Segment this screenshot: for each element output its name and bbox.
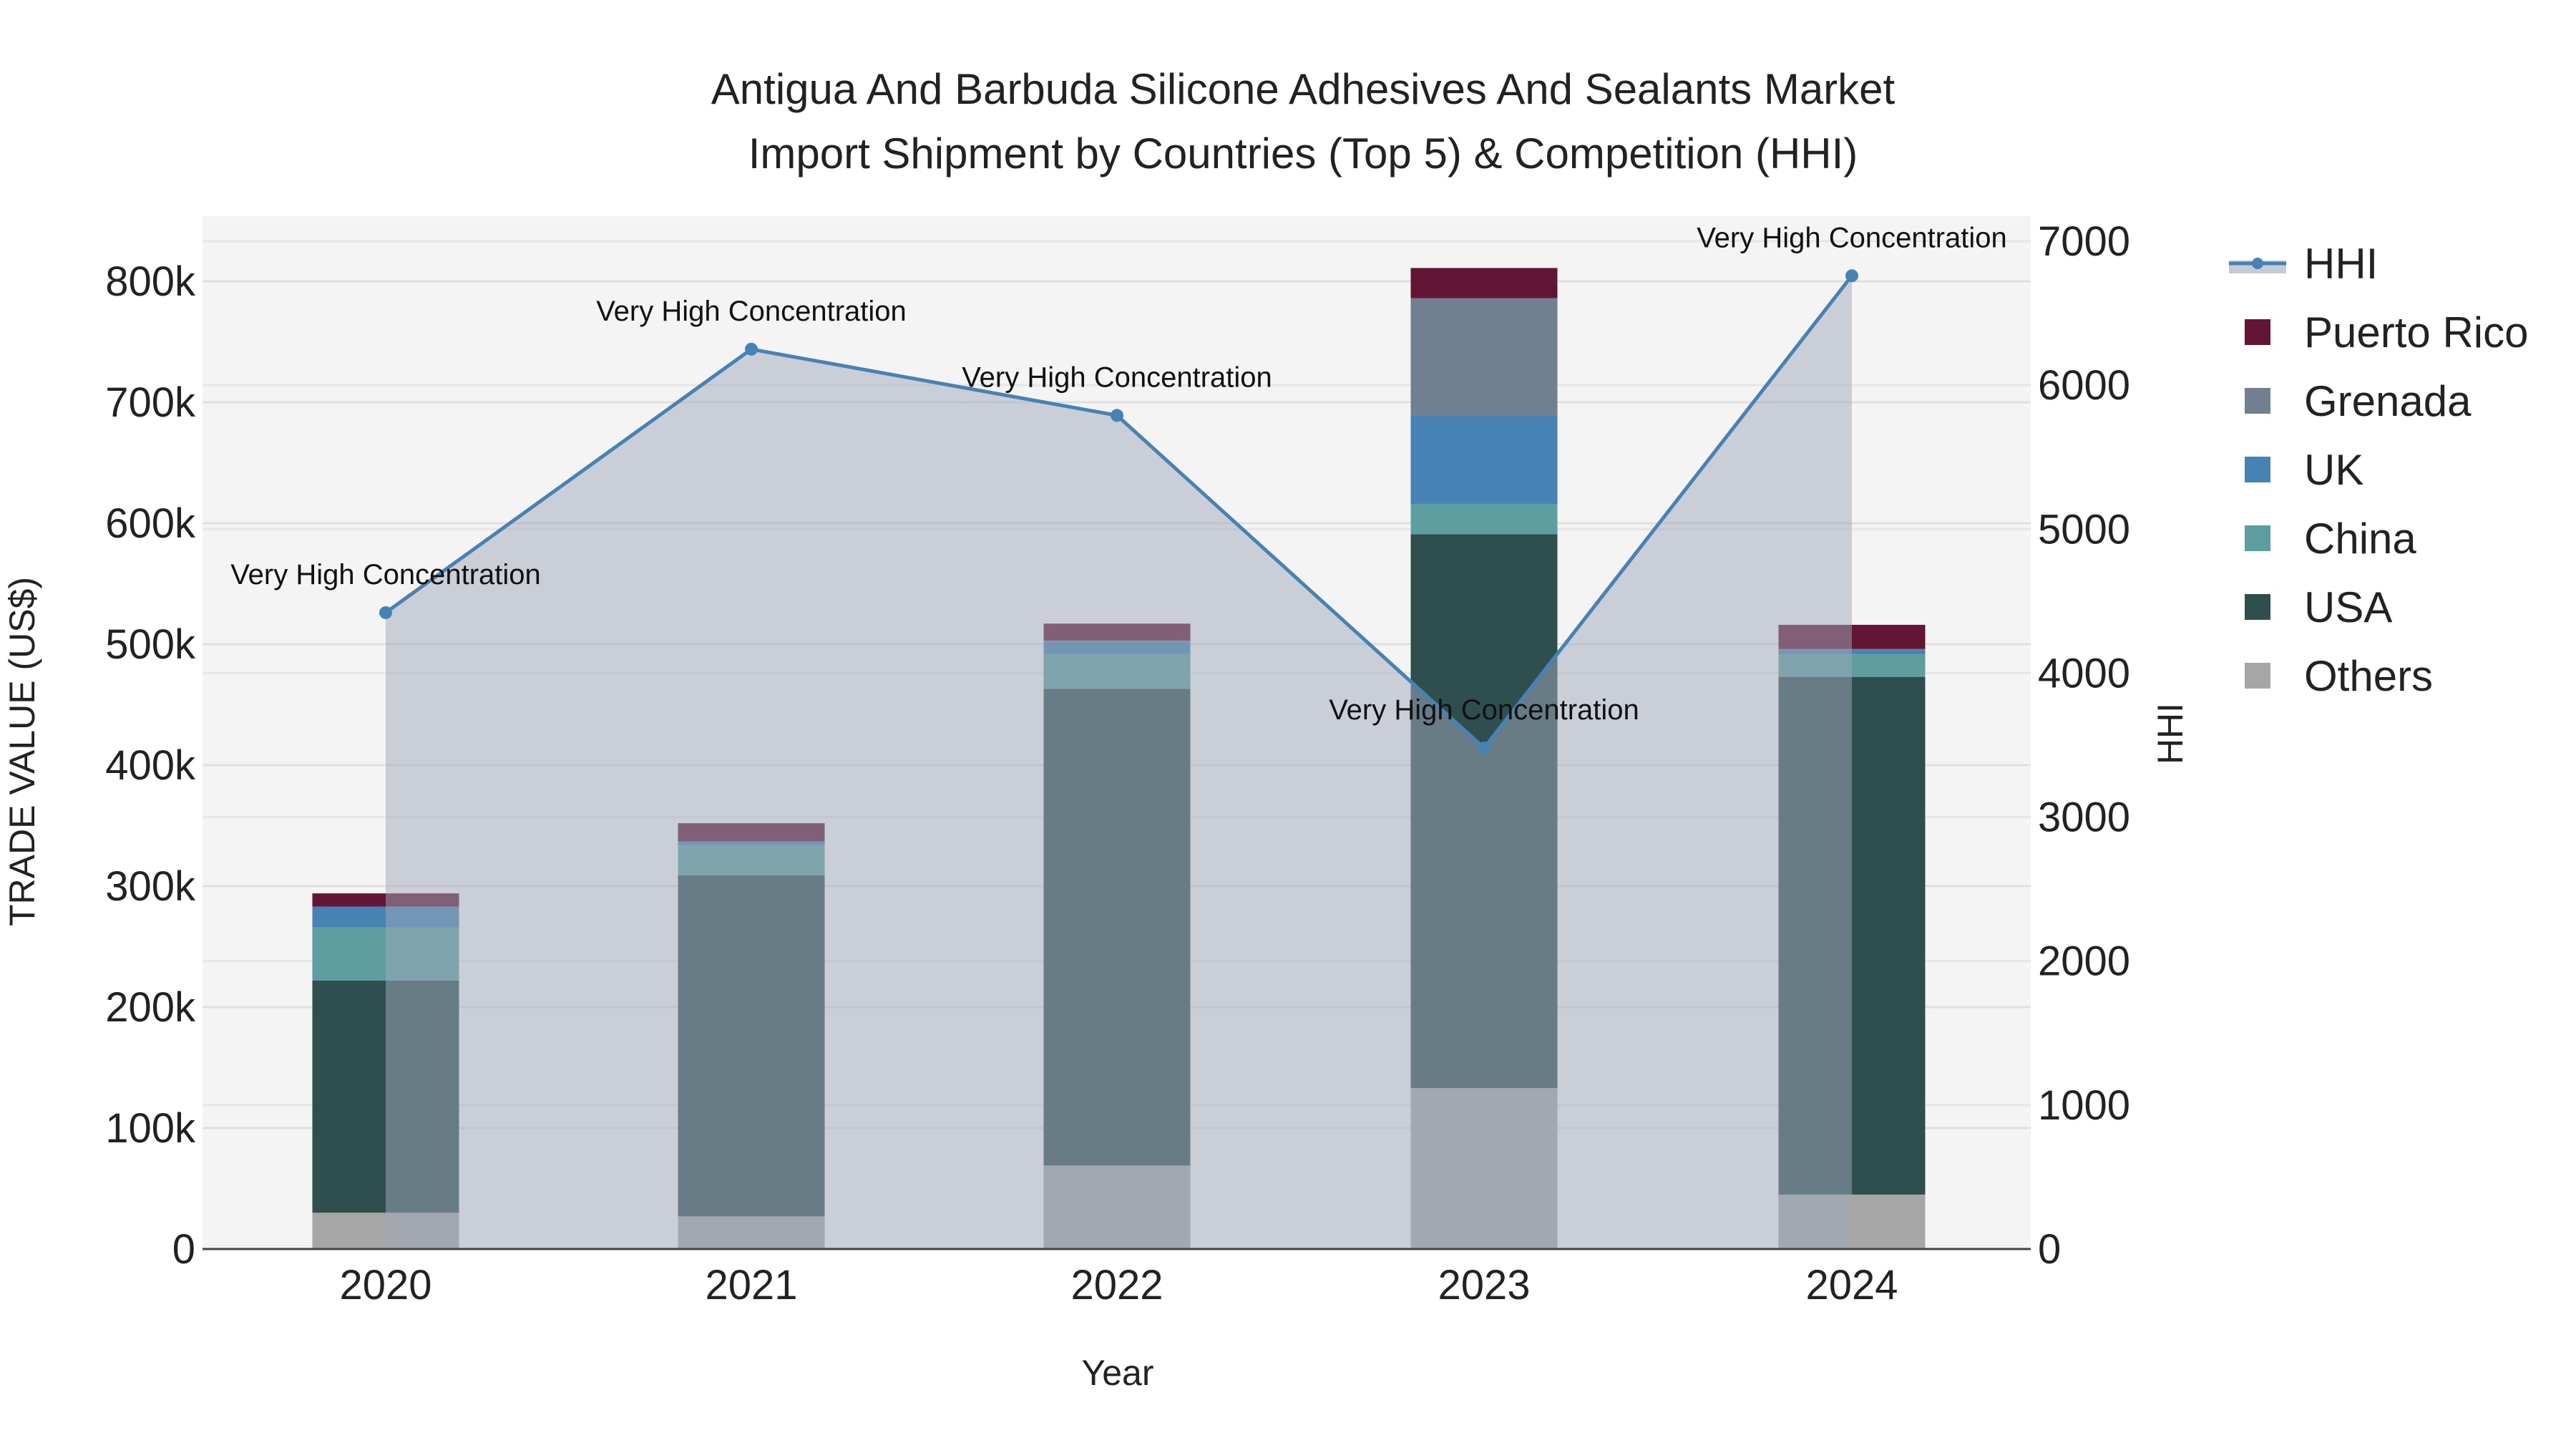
legend-hhi-marker xyxy=(2252,258,2263,269)
y-tick-label: 600k xyxy=(105,500,196,547)
y-tick-label: 200k xyxy=(105,984,196,1031)
y2-axis-ticks: 0 1000 2000 3000 4000 5000 6000 7000 xyxy=(2038,218,2130,1273)
legend: HHI Puerto Rico Grenada UK China USA Others xyxy=(2229,240,2528,700)
hhi-point xyxy=(1845,269,1858,283)
y-tick-label: 300k xyxy=(105,863,196,910)
legend-swatch xyxy=(2245,525,2270,551)
y2-tick-label: 0 xyxy=(2038,1226,2061,1273)
bar-puerto-rico xyxy=(1410,268,1558,298)
hhi-point xyxy=(1111,409,1123,422)
y-tick-label: 0 xyxy=(172,1226,195,1273)
y-axis-title: TRADE VALUE (US$) xyxy=(2,577,42,926)
x-axis-title: Year xyxy=(1081,1353,1153,1393)
hhi-point xyxy=(379,606,392,619)
x-tick-label: 2020 xyxy=(339,1262,431,1308)
y-tick-label: 500k xyxy=(105,621,196,668)
bar-grenada xyxy=(1410,298,1558,416)
y-tick-label: 700k xyxy=(105,379,196,426)
hhi-annotation: Very High Concentration xyxy=(230,559,541,591)
y2-tick-label: 6000 xyxy=(2038,362,2130,409)
legend-swatch xyxy=(2245,319,2270,345)
y2-tick-label: 2000 xyxy=(2038,938,2130,985)
hhi-series: Very High Concentration Very High Concent… xyxy=(230,222,2007,1249)
legend-swatch xyxy=(2245,388,2270,414)
legend-label: Others xyxy=(2304,652,2433,700)
legend-label: UK xyxy=(2304,446,2363,494)
y2-tick-label: 7000 xyxy=(2038,218,2130,265)
x-tick-label: 2022 xyxy=(1070,1262,1163,1308)
y2-tick-label: 1000 xyxy=(2038,1082,2130,1129)
bar-china xyxy=(1410,503,1558,535)
hhi-annotation: Very High Concentration xyxy=(1329,694,1639,726)
x-tick-label: 2021 xyxy=(705,1262,797,1308)
bar-uk xyxy=(1410,415,1558,504)
legend-label: Grenada xyxy=(2304,377,2472,425)
hhi-annotation: Very High Concentration xyxy=(596,296,907,327)
legend-label: China xyxy=(2304,515,2416,563)
y2-axis-title: HHI xyxy=(2150,703,2190,764)
x-tick-label: 2024 xyxy=(1805,1262,1898,1308)
hhi-annotation: Very High Concentration xyxy=(962,361,1272,393)
legend-label: Puerto Rico xyxy=(2304,308,2528,356)
y2-tick-label: 3000 xyxy=(2038,794,2130,841)
chart-title-line1: Antigua And Barbuda Silicone Adhesives A… xyxy=(711,65,1896,113)
legend-swatch xyxy=(2245,594,2270,620)
y-axis-ticks: 0 100k 200k 300k 400k 500k 600k 700k 800k xyxy=(105,258,196,1273)
y2-tick-label: 4000 xyxy=(2038,650,2130,696)
legend-label: HHI xyxy=(2304,240,2378,288)
y-tick-label: 400k xyxy=(105,742,196,789)
legend-label: USA xyxy=(2304,583,2392,631)
hhi-area xyxy=(386,276,1852,1249)
y2-tick-label: 5000 xyxy=(2038,506,2130,553)
y-tick-label: 100k xyxy=(105,1105,196,1152)
x-axis-ticks: 2020 2021 2022 2023 2024 xyxy=(339,1262,1898,1308)
hhi-point xyxy=(745,342,758,356)
legend-swatch xyxy=(2245,663,2270,689)
y-tick-label: 800k xyxy=(105,258,196,305)
x-tick-label: 2023 xyxy=(1438,1262,1530,1308)
hhi-annotation: Very High Concentration xyxy=(1697,222,2007,253)
chart-title-line2: Import Shipment by Countries (Top 5) & C… xyxy=(748,130,1858,178)
legend-swatch xyxy=(2245,457,2270,482)
hhi-point xyxy=(1478,742,1491,755)
